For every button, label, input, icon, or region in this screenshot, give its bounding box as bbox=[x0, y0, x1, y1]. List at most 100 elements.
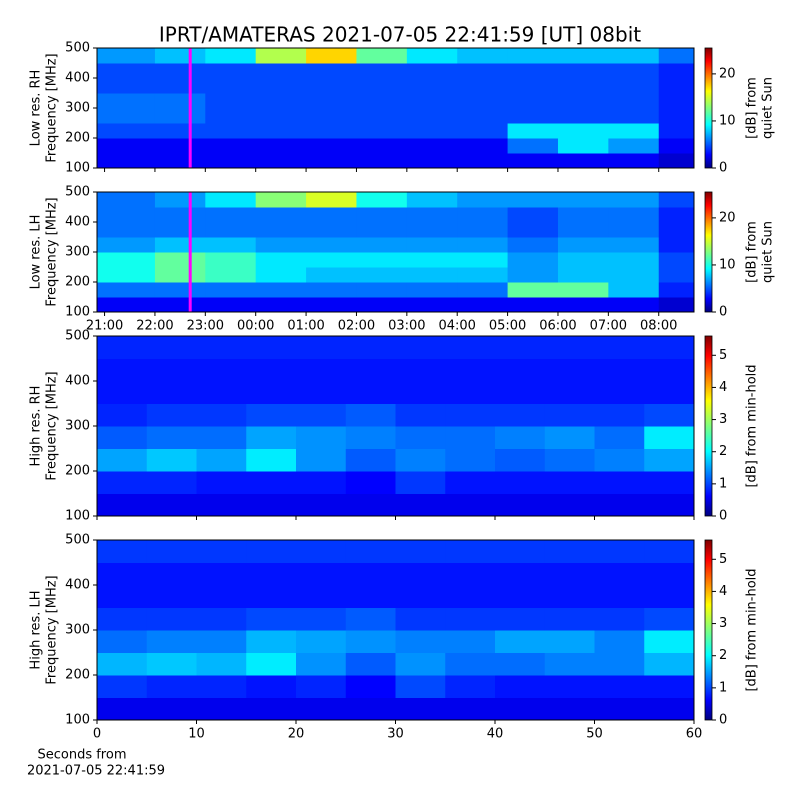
y-tick-label: 200 bbox=[65, 275, 90, 290]
heat-cell bbox=[97, 562, 148, 586]
heat-cell bbox=[457, 207, 509, 223]
heat-cell bbox=[356, 252, 408, 268]
heat-cell bbox=[594, 562, 645, 586]
heat-cell bbox=[557, 138, 609, 154]
y-tick-label: 300 bbox=[65, 419, 90, 434]
heat-cell bbox=[406, 123, 458, 139]
heat-cell bbox=[557, 153, 609, 169]
x-tick-label: 21:00 bbox=[86, 319, 123, 334]
heat-cell bbox=[644, 403, 695, 427]
y-tick-label: 500 bbox=[65, 41, 90, 56]
heat-cell bbox=[658, 207, 695, 223]
heat-cell bbox=[395, 630, 446, 653]
heat-cell bbox=[356, 78, 408, 94]
heat-cell bbox=[296, 403, 347, 427]
heat-cell bbox=[557, 63, 609, 79]
colorbar-label: [dB] from min-hold bbox=[745, 568, 760, 691]
heat-cell bbox=[608, 267, 660, 283]
heat-cell bbox=[557, 222, 609, 238]
heat-cell bbox=[255, 282, 307, 298]
x-tick-label: 40 bbox=[487, 727, 504, 742]
colorbar-tick-label: 5 bbox=[719, 552, 727, 567]
heat-cell bbox=[608, 93, 660, 109]
heat-cell bbox=[544, 697, 595, 721]
heat-cell bbox=[345, 403, 396, 427]
heat-cell bbox=[544, 630, 595, 653]
heat-cell bbox=[97, 358, 148, 382]
heat-cell bbox=[205, 267, 257, 283]
colorbar-label: quiet Sun bbox=[761, 221, 776, 283]
colorbar bbox=[704, 335, 713, 517]
heat-cell bbox=[146, 585, 197, 608]
heat-cell bbox=[97, 297, 156, 313]
heat-cell bbox=[255, 138, 307, 154]
heat-cell bbox=[296, 426, 347, 449]
heat-cell bbox=[557, 78, 609, 94]
heat-cell bbox=[544, 358, 595, 382]
heat-cell bbox=[205, 93, 257, 109]
heat-cell bbox=[205, 282, 257, 298]
heat-cell bbox=[544, 471, 595, 494]
heat-cell bbox=[608, 48, 660, 64]
heat-cell bbox=[306, 267, 357, 283]
heat-cell bbox=[594, 471, 645, 494]
heat-cell bbox=[395, 493, 446, 517]
chart-title: IPRT/AMATERAS 2021-07-05 22:41:59 [UT] 0… bbox=[159, 23, 641, 47]
colorbar-tick-label: 0 bbox=[719, 509, 727, 524]
heat-cell bbox=[356, 192, 408, 208]
y-tick-label: 500 bbox=[65, 185, 90, 200]
x-tick-label: 23:00 bbox=[187, 319, 224, 334]
y-tick-label: 400 bbox=[65, 71, 90, 86]
heat-cell bbox=[557, 93, 609, 109]
x-tick-label: 0 bbox=[93, 727, 101, 742]
heat-cell bbox=[457, 63, 509, 79]
heat-cell bbox=[356, 222, 408, 238]
heat-cell bbox=[246, 358, 297, 382]
heat-cell bbox=[356, 63, 408, 79]
heat-cell bbox=[445, 448, 496, 472]
heat-cell bbox=[406, 282, 458, 298]
heat-cell bbox=[97, 282, 156, 298]
heat-cell bbox=[507, 237, 559, 253]
heat-cell bbox=[608, 108, 660, 124]
heat-cell bbox=[608, 207, 660, 223]
heat-cell bbox=[97, 267, 156, 283]
heat-cell bbox=[97, 123, 156, 139]
heat-cell bbox=[196, 426, 247, 449]
heat-cell bbox=[445, 585, 496, 608]
heat-cell bbox=[255, 192, 307, 208]
heat-cell bbox=[97, 252, 156, 268]
heat-cell bbox=[658, 237, 695, 253]
heat-cell bbox=[395, 540, 446, 563]
heat-cell bbox=[255, 252, 307, 268]
heat-cell bbox=[255, 78, 307, 94]
heat-cell bbox=[544, 675, 595, 698]
heat-cell bbox=[544, 562, 595, 586]
heat-cell bbox=[306, 48, 357, 64]
heat-cell bbox=[154, 63, 206, 79]
heat-cell bbox=[507, 93, 559, 109]
heat-cell bbox=[306, 192, 357, 208]
heat-cell bbox=[445, 540, 496, 563]
colorbar-tick-label: 4 bbox=[719, 380, 727, 395]
heat-cell bbox=[658, 63, 695, 79]
heat-cell bbox=[97, 607, 148, 631]
heat-cell bbox=[594, 585, 645, 608]
heat-cell bbox=[205, 48, 257, 64]
heat-cell bbox=[97, 237, 156, 253]
heat-cell bbox=[255, 48, 307, 64]
y-axis-label: Low res. LH bbox=[29, 215, 44, 290]
heat-cell bbox=[154, 78, 206, 94]
heat-cell bbox=[557, 192, 609, 208]
heat-cell bbox=[544, 426, 595, 449]
colorbar-tick-label: 1 bbox=[719, 476, 727, 491]
heat-cell bbox=[395, 697, 446, 721]
heat-cell bbox=[644, 448, 695, 472]
heat-cell bbox=[345, 448, 396, 472]
heat-cell bbox=[406, 108, 458, 124]
heat-cell bbox=[205, 222, 257, 238]
heat-cell bbox=[594, 630, 645, 653]
heat-cell bbox=[608, 63, 660, 79]
heat-cell bbox=[154, 192, 206, 208]
heat-cell bbox=[406, 48, 458, 64]
